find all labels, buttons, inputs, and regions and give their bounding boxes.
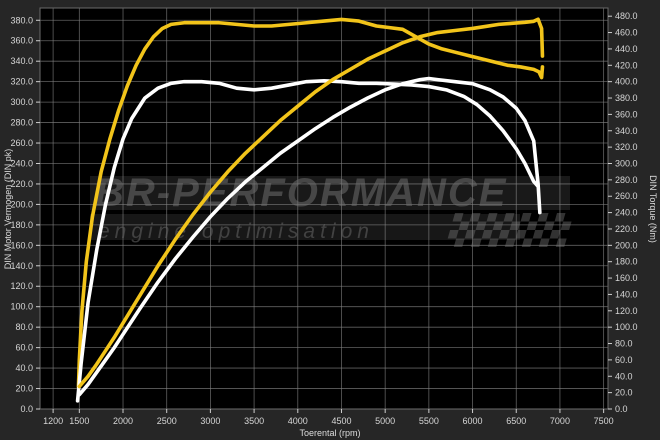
y2-tick-label: 200.0 (615, 240, 638, 250)
y2-tick-label: 120.0 (615, 306, 638, 316)
y2-tick-label: 400.0 (615, 77, 638, 87)
x-tick-label: 5500 (419, 416, 439, 426)
y-tick-label: 300.0 (10, 97, 33, 107)
x-tick-label: 2500 (157, 416, 177, 426)
y2-tick-label: 140.0 (615, 289, 638, 299)
y-tick-label: 140.0 (10, 261, 33, 271)
y-tick-label: 360.0 (10, 36, 33, 46)
x-tick-label: 3500 (244, 416, 264, 426)
y2-tick-label: 80.0 (615, 339, 633, 349)
y2-tick-label: 420.0 (615, 60, 638, 70)
y-tick-label: 220.0 (10, 179, 33, 189)
y-tick-label: 20.0 (15, 384, 33, 394)
y2-tick-label: 100.0 (615, 322, 638, 332)
x-tick-label: 5000 (375, 416, 395, 426)
x-tick-label: 1500 (69, 416, 89, 426)
series-line-3 (77, 76, 542, 397)
y2-tick-label: 240.0 (615, 208, 638, 218)
y2-tick-label: 60.0 (615, 355, 633, 365)
y2-tick-label: 260.0 (615, 191, 638, 201)
x-tick-label: 7500 (594, 416, 614, 426)
axes (39, 7, 609, 410)
tick-labels: 0.0 20.0 40.0 60.0 80.0 100.0 120.0 140.0 160.0 1… (10, 11, 637, 426)
y2-tick-label: 360.0 (615, 109, 638, 119)
series-line-1 (75, 79, 540, 403)
y2-tick-label: 280.0 (615, 175, 638, 185)
y2-tick-label: 320.0 (615, 142, 638, 152)
y2-tick-label: 300.0 (615, 158, 638, 168)
data-series (75, 17, 545, 403)
y-tick-label: 180.0 (10, 220, 33, 230)
watermark: BR-PERFORMANCE engine optimisation (90, 171, 572, 247)
x-tick-label: 6500 (506, 416, 526, 426)
x-tick-label: 4500 (331, 416, 351, 426)
y-tick-label: 80.0 (15, 322, 33, 332)
series-line-0 (76, 17, 545, 389)
y2-tick-label: 440.0 (615, 44, 638, 54)
y2-tick-label: 340.0 (615, 126, 638, 136)
y2-tick-label: 20.0 (615, 388, 633, 398)
plot-area-background (40, 8, 608, 409)
checkered-flag-icon (447, 213, 572, 247)
y-tick-label: 320.0 (10, 77, 33, 87)
y-tick-label: 340.0 (10, 56, 33, 66)
watermark-brand: BR-PERFORMANCE (95, 171, 507, 215)
y2-tick-label: 380.0 (615, 93, 638, 103)
y2-tick-label: 220.0 (615, 224, 638, 234)
x-tick-label: 2000 (113, 416, 133, 426)
y2-tick-label: 480.0 (615, 11, 638, 21)
y-axis-title: DIN Motor Vermogen (DIN pk) (3, 149, 13, 270)
y-tick-label: 200.0 (10, 199, 33, 209)
watermark-tagline: engine optimisation (98, 220, 374, 243)
y2-tick-label: 180.0 (615, 257, 638, 267)
series-line-2 (77, 17, 545, 389)
x-axis-title: Toerental (rpm) (299, 428, 360, 438)
y-tick-label: 60.0 (15, 343, 33, 353)
y-tick-label: 260.0 (10, 138, 33, 148)
y-tick-label: 40.0 (15, 363, 33, 373)
y2-tick-label: 0.0 (615, 404, 628, 414)
y2-tick-label: 160.0 (615, 273, 638, 283)
x-tick-label: 7000 (550, 416, 570, 426)
y-tick-label: 280.0 (10, 118, 33, 128)
x-tick-label: 4000 (288, 416, 308, 426)
y-tick-label: 240.0 (10, 158, 33, 168)
y2-tick-label: 40.0 (615, 371, 633, 381)
x-tick-label: 1200 (43, 416, 63, 426)
y-tick-label: 160.0 (10, 240, 33, 250)
y2-tick-label: 460.0 (615, 28, 638, 38)
y-tick-label: 0.0 (20, 404, 33, 414)
y-tick-label: 380.0 (10, 15, 33, 25)
y-tick-label: 120.0 (10, 281, 33, 291)
x-tick-label: 6000 (463, 416, 483, 426)
x-tick-label: 3000 (200, 416, 220, 426)
y-tick-label: 100.0 (10, 302, 33, 312)
y2-axis-title: DIN Torque (Nm) (648, 175, 658, 243)
